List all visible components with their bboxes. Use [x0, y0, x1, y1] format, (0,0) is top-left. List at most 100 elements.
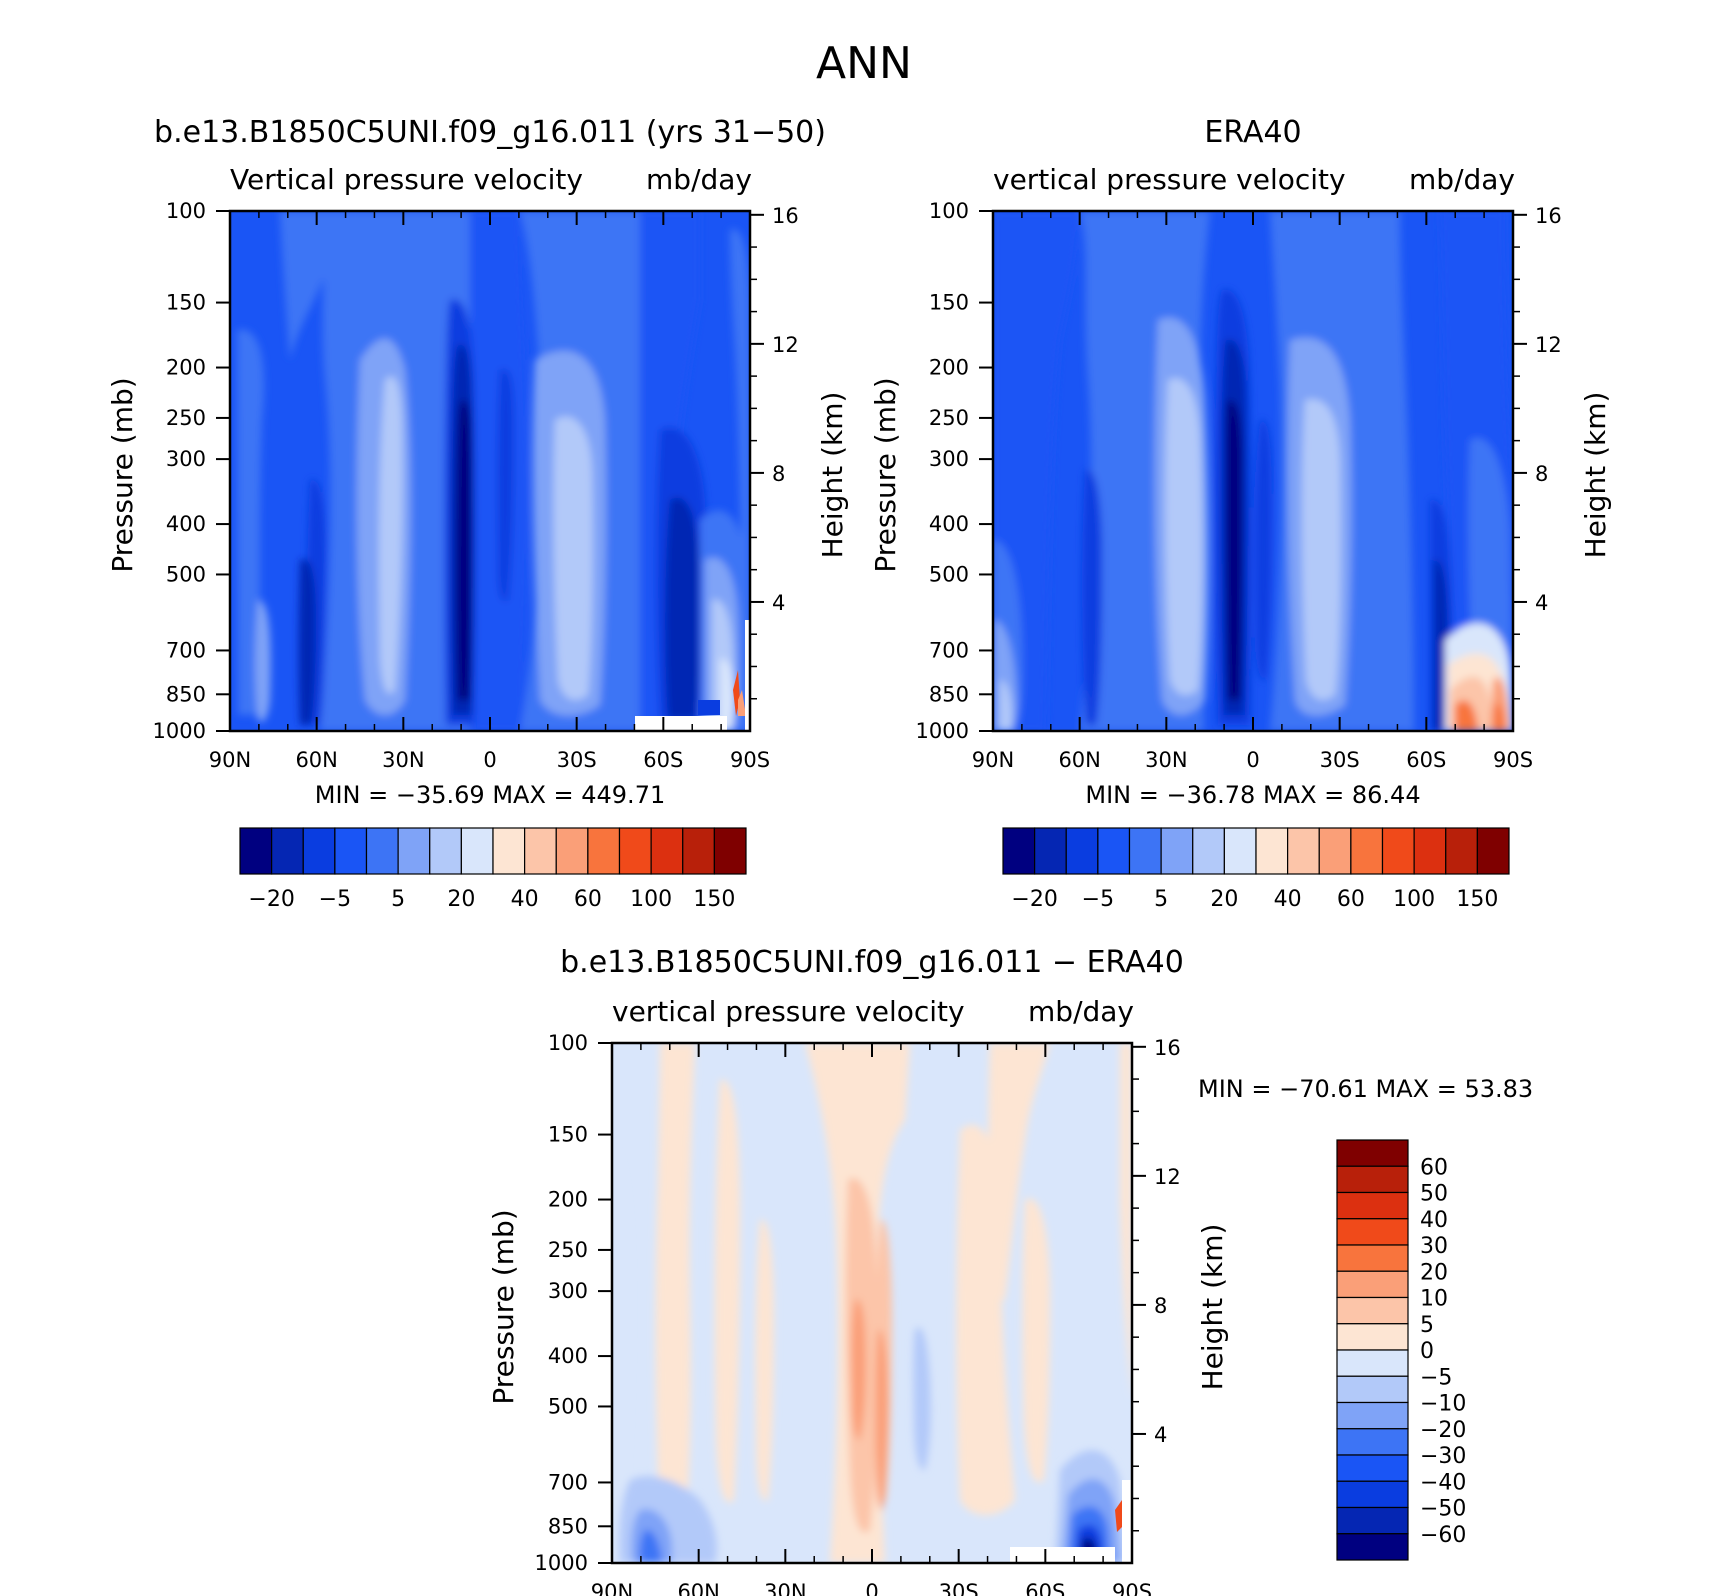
- x-tick-label: 0: [865, 1580, 878, 1596]
- panel-model-contour-field: [230, 211, 750, 731]
- colorbar-swatch: [1336, 1533, 1409, 1561]
- y2-tick-label: 12: [1154, 1165, 1181, 1189]
- panel-era40: ERA40 vertical pressure velocity mb/day: [869, 115, 1612, 912]
- figure-title: ANN: [816, 38, 912, 89]
- x-tick-label: 30S: [1320, 748, 1360, 772]
- colorbar-swatch: [1034, 827, 1067, 875]
- colorbar-label: −30: [1420, 1444, 1466, 1469]
- panel-difference-contour-field: [612, 1043, 1132, 1563]
- colorbar-swatch: [239, 827, 273, 875]
- y-tick-label: 700: [548, 1470, 588, 1494]
- colorbar-label: −5: [1082, 887, 1114, 912]
- colorbar-label: 40: [1274, 887, 1302, 912]
- colorbar-swatch: [302, 827, 336, 875]
- x-tick-label: 30S: [939, 1580, 979, 1596]
- colorbar-label: −5: [319, 887, 351, 912]
- colorbar-label: 5: [1420, 1313, 1434, 1338]
- x-tick-label: 60N: [677, 1580, 719, 1596]
- y-tick-label: 300: [929, 447, 969, 471]
- colorbar-swatch: [555, 827, 589, 875]
- panel-era40-axes: 90N 60N 30N 0 30S 60S 90S 100 150 200 250 300 400 500…: [916, 199, 1562, 772]
- colorbar-swatch: [1381, 827, 1415, 875]
- colorbar-swatch: [1336, 1296, 1409, 1325]
- y-tick-label: 500: [929, 562, 969, 586]
- panel-era40-contour-field: [993, 211, 1513, 731]
- panel-difference-stats: MIN = −70.61 MAX = 53.83: [1198, 1075, 1533, 1103]
- colorbar-label: 40: [1420, 1208, 1448, 1233]
- colorbar-swatch: [618, 827, 652, 875]
- x-tick-label: 90S: [730, 748, 770, 772]
- panel-era40-title: ERA40: [1204, 115, 1301, 150]
- y-tick-label: 200: [548, 1188, 588, 1212]
- colorbar-swatch: [492, 827, 526, 875]
- panel-model: b.e13.B1850C5UNI.f09_g16.011 (yrs 31−50)…: [106, 115, 849, 912]
- colorbar-swatch: [1336, 1139, 1409, 1167]
- colorbar-swatch: [524, 827, 557, 875]
- y-tick-label: 250: [166, 406, 206, 430]
- colorbar-swatch: [1065, 827, 1099, 875]
- y-tick-label: 150: [548, 1123, 588, 1147]
- panel-difference-axes: 90N 60N 30N 0 30S 60S 90S 100 150 200 250 300 400 500…: [535, 1031, 1181, 1596]
- y-tick-label: 700: [929, 638, 969, 662]
- colorbar-swatch: [365, 827, 399, 875]
- x-tick-label: 30N: [1145, 748, 1187, 772]
- y-tick-label: 400: [929, 512, 969, 536]
- panel-difference-title: b.e13.B1850C5UNI.f09_g16.011 − ERA40: [560, 945, 1184, 980]
- y-tick-label: 850: [548, 1514, 588, 1538]
- colorbar-label: 40: [511, 887, 539, 912]
- y2-tick-label: 4: [1154, 1423, 1167, 1447]
- colorbar-label: −20: [1420, 1418, 1466, 1443]
- y-tick-label: 300: [548, 1279, 588, 1303]
- x-tick-label: 60S: [643, 748, 683, 772]
- colorbar-label: 5: [1154, 887, 1168, 912]
- colorbar-label: −20: [1011, 887, 1057, 912]
- y-tick-label: 150: [166, 291, 206, 315]
- colorbar-swatch: [1336, 1401, 1409, 1430]
- y-tick-label: 300: [166, 447, 206, 471]
- colorbar-swatch: [1002, 827, 1036, 875]
- x-tick-label: 60S: [1406, 748, 1446, 772]
- panel-model-subtitle-right: mb/day: [646, 163, 752, 196]
- x-tick-label: 30N: [764, 1580, 806, 1596]
- y2-tick-label: 16: [1154, 1036, 1181, 1060]
- y-tick-label: 100: [166, 199, 206, 223]
- y2-tick-label: 4: [772, 591, 785, 615]
- x-tick-label: 90N: [209, 748, 251, 772]
- y2-tick-label: 4: [1535, 591, 1548, 615]
- panel-difference-subtitle-right: mb/day: [1028, 995, 1134, 1028]
- x-tick-label: 90N: [972, 748, 1014, 772]
- colorbar-label: 20: [447, 887, 475, 912]
- colorbar-swatch: [650, 827, 684, 875]
- colorbar-swatch: [1336, 1270, 1409, 1299]
- y-tick-label: 700: [166, 638, 206, 662]
- y-tick-label: 850: [929, 682, 969, 706]
- panel-difference-ylabel-right: Height (km): [1196, 1224, 1229, 1391]
- panel-difference-ylabel-left: Pressure (mb): [487, 1209, 520, 1404]
- colorbar-label: 150: [693, 887, 735, 912]
- colorbar-label: −50: [1420, 1497, 1466, 1522]
- x-tick-label: 90S: [1493, 748, 1533, 772]
- panel-era40-stats: MIN = −36.78 MAX = 86.44: [1085, 781, 1420, 809]
- colorbar-swatch: [1336, 1323, 1409, 1351]
- colorbar-swatch: [334, 827, 368, 875]
- y-tick-label: 850: [166, 682, 206, 706]
- colorbar-swatch: [1192, 827, 1225, 875]
- colorbar-swatch: [1318, 827, 1352, 875]
- colorbar-label: −5: [1420, 1365, 1452, 1390]
- colorbar-swatch: [1128, 827, 1162, 875]
- colorbar-label: 60: [1337, 887, 1365, 912]
- panel-era40-ylabel-left: Pressure (mb): [869, 377, 902, 572]
- colorbar-swatch: [1336, 1218, 1409, 1246]
- colorbar-swatch: [1445, 827, 1478, 875]
- panel-model-stats: MIN = −35.69 MAX = 449.71: [315, 781, 665, 809]
- panel-model-title: b.e13.B1850C5UNI.f09_g16.011 (yrs 31−50): [154, 115, 826, 150]
- colorbar-swatch: [1336, 1349, 1409, 1377]
- panel-era40-subtitle-right: mb/day: [1409, 163, 1515, 196]
- colorbar-swatch: [1287, 827, 1320, 875]
- colorbar-label: 60: [574, 887, 602, 912]
- colorbar-label: 50: [1420, 1182, 1448, 1207]
- panel-difference: b.e13.B1850C5UNI.f09_g16.011 − ERA40 ver…: [487, 945, 1533, 1596]
- colorbar-swatch: [1336, 1244, 1409, 1272]
- x-tick-label: 0: [483, 748, 496, 772]
